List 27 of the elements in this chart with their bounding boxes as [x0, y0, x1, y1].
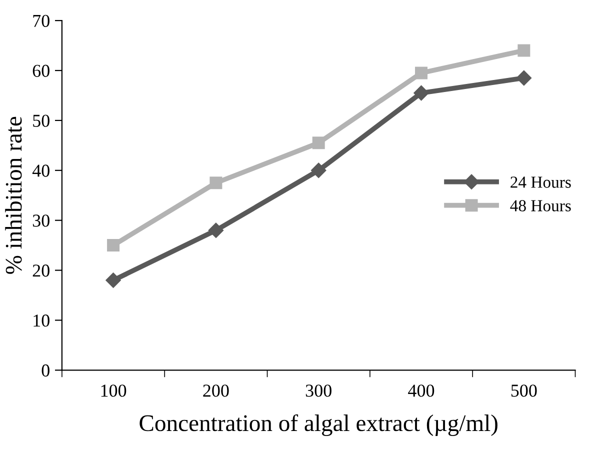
point	[518, 44, 530, 57]
point	[311, 162, 326, 178]
point	[208, 222, 224, 238]
x-tick-label: 300	[306, 384, 332, 397]
point	[414, 85, 429, 101]
y-tick-label: 60	[32, 64, 50, 77]
x-tick-label: 500	[511, 384, 537, 397]
point	[516, 70, 532, 86]
point	[107, 239, 120, 252]
x-tick-label: 200	[203, 384, 229, 397]
point	[415, 66, 428, 80]
point	[106, 272, 121, 288]
point	[312, 136, 325, 150]
legend-label: 48 Hours	[510, 200, 571, 212]
y-tick-label: 30	[32, 214, 50, 227]
y-tick-label: 20	[32, 264, 50, 277]
y-tick-label: 40	[32, 164, 50, 177]
x-tick-label: 400	[408, 384, 434, 397]
x-tick-label: 100	[101, 384, 126, 397]
y-axis-title: % inhibition rate	[5, 116, 22, 274]
y-tick-label: 0	[42, 364, 50, 377]
x-axis-title: Concentration of algal extract (µg/ml)	[140, 414, 498, 436]
y-tick-label: 70	[33, 14, 50, 28]
legend-label: 24 Hours	[510, 176, 571, 188]
point	[210, 176, 222, 190]
y-tick-label: 10	[34, 314, 50, 327]
y-tick-label: 50	[33, 114, 50, 127]
